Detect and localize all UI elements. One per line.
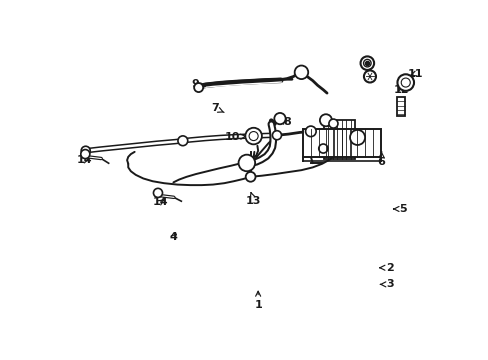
Circle shape bbox=[349, 130, 365, 145]
Text: 5: 5 bbox=[393, 204, 406, 214]
Text: 1: 1 bbox=[254, 291, 262, 310]
Circle shape bbox=[319, 114, 331, 126]
Circle shape bbox=[294, 66, 307, 79]
Circle shape bbox=[363, 71, 375, 82]
Circle shape bbox=[363, 59, 370, 67]
Circle shape bbox=[360, 57, 373, 70]
Text: 14: 14 bbox=[77, 155, 93, 165]
Circle shape bbox=[245, 128, 262, 144]
Text: 10: 10 bbox=[224, 132, 245, 143]
Circle shape bbox=[178, 136, 187, 146]
Text: 8: 8 bbox=[278, 117, 291, 127]
Circle shape bbox=[248, 131, 258, 141]
Circle shape bbox=[272, 131, 281, 140]
Circle shape bbox=[328, 119, 337, 128]
Circle shape bbox=[397, 74, 413, 91]
Text: 14: 14 bbox=[153, 197, 168, 207]
Bar bbox=[303, 129, 380, 157]
Text: 13: 13 bbox=[245, 193, 261, 206]
Text: 2: 2 bbox=[379, 263, 393, 273]
Circle shape bbox=[194, 83, 203, 92]
Circle shape bbox=[318, 144, 327, 153]
Text: 3: 3 bbox=[380, 279, 393, 289]
Text: 6: 6 bbox=[377, 152, 385, 167]
Text: 9: 9 bbox=[190, 79, 205, 89]
Circle shape bbox=[401, 78, 409, 87]
Circle shape bbox=[245, 172, 255, 182]
Text: 12: 12 bbox=[393, 85, 408, 95]
Circle shape bbox=[153, 188, 162, 197]
Circle shape bbox=[81, 146, 90, 155]
Circle shape bbox=[274, 113, 285, 124]
Bar bbox=[324, 120, 354, 159]
Text: 4: 4 bbox=[169, 232, 177, 242]
Circle shape bbox=[81, 149, 90, 159]
Text: 11: 11 bbox=[407, 69, 423, 79]
Circle shape bbox=[238, 155, 255, 171]
Bar bbox=[396, 97, 404, 116]
Text: 7: 7 bbox=[210, 103, 224, 113]
Circle shape bbox=[305, 126, 315, 137]
